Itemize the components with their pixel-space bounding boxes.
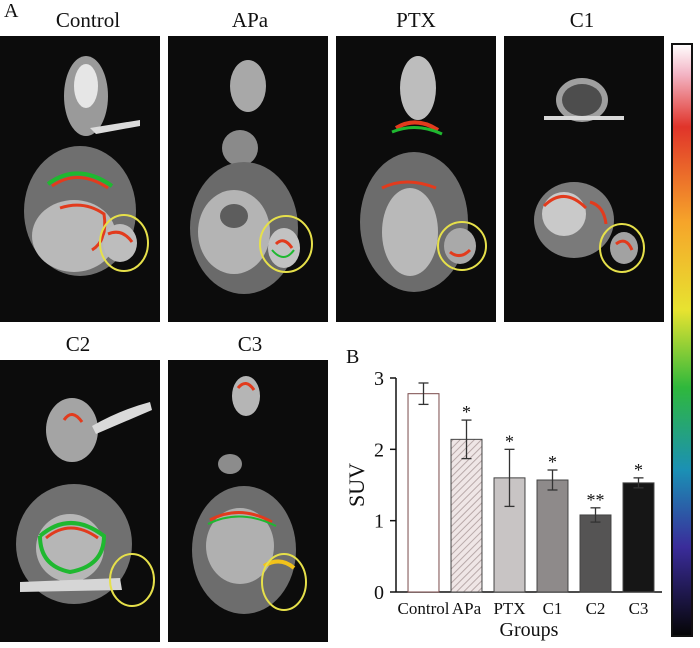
x-tick-label-c2: C2: [586, 599, 606, 618]
significance-ptx: *: [505, 431, 514, 451]
significance-c2: **: [587, 490, 605, 510]
color-scale-bar: [671, 43, 693, 637]
bar-c3: [622, 482, 655, 593]
scan-image-ptx: [336, 36, 496, 322]
significance-c3: *: [634, 460, 643, 480]
suv-bar-chart: 0 1 2 3 SUV Control * APa * PTX * C1 ** C2 * C3 Groups: [344, 368, 662, 641]
tumor-circle-c1: [599, 223, 645, 273]
tumor-circle-ptx: [437, 221, 487, 271]
y-tick-label-1: 1: [374, 511, 384, 533]
x-tick-label-apa: APa: [452, 599, 482, 618]
image-label-ptx: PTX: [396, 8, 436, 32]
y-tick-label-0: 0: [374, 582, 384, 604]
bar-control: [407, 393, 440, 593]
image-label-apa: APa: [231, 8, 269, 32]
x-tick-label-control: Control: [398, 599, 450, 618]
panel-a-label: A: [4, 0, 19, 22]
tumor-circle-c2: [109, 553, 155, 607]
scan-image-c3: [168, 360, 328, 642]
image-label-control: Control: [55, 8, 121, 32]
tumor-circle-apa: [259, 215, 313, 273]
x-axis-label: Groups: [500, 619, 559, 641]
image-label-c1: C1: [569, 8, 595, 32]
image-label-c3: C3: [237, 332, 263, 356]
scan-image-c1: [504, 36, 664, 322]
y-axis-label: SUV: [344, 463, 369, 507]
x-tick-label-c3: C3: [629, 599, 649, 618]
scan-image-control: [0, 36, 160, 322]
bar-apa: [450, 438, 483, 593]
y-tick-label-3: 3: [374, 368, 384, 390]
significance-c1: *: [548, 452, 557, 472]
x-tick-label-ptx: PTX: [493, 599, 525, 618]
panel-b-label: B: [346, 346, 360, 368]
tumor-circle-c3: [261, 553, 307, 611]
scan-image-apa: [168, 36, 328, 322]
significance-apa: *: [462, 402, 471, 422]
tumor-circle-control: [99, 214, 149, 272]
bar-c1: [536, 479, 569, 593]
scan-image-c2: [0, 360, 160, 642]
x-tick-label-c1: C1: [543, 599, 563, 618]
image-label-c2: C2: [65, 332, 91, 356]
bar-c2: [579, 514, 612, 593]
y-tick-label-2: 2: [374, 439, 384, 461]
